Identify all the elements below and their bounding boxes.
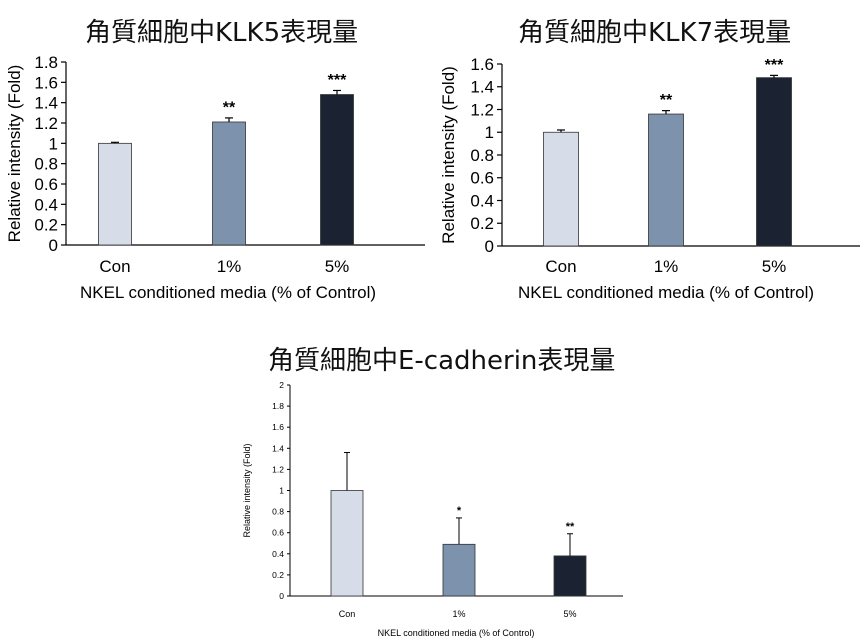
x-tick-label: 5% <box>325 257 350 276</box>
y-tick-label: 1.8 <box>34 53 58 72</box>
y-tick-label: 1.2 <box>470 100 494 119</box>
bar <box>442 543 476 597</box>
x-tick-label: 5% <box>563 609 576 619</box>
y-tick-label: 1.6 <box>34 73 58 92</box>
significance-label: *** <box>765 57 784 74</box>
x-tick-label: Con <box>545 257 576 276</box>
chart-title-klk7: 角質細胞中KLK7表現量 <box>518 18 792 48</box>
bar <box>212 121 246 246</box>
chart-ecadherin: 0 0.2 0.4 0.6 0.8 1 1.2 1.4 1.6 1.8 2 Con * 1% ** 5% NKE… <box>242 380 623 638</box>
y-tick-label: 0.6 <box>34 175 58 194</box>
y-tick-label: 1 <box>485 123 494 142</box>
x-tick-label: Con <box>99 257 130 276</box>
y-tick-label: 0.8 <box>470 146 494 165</box>
x-tick-label: 1% <box>452 609 465 619</box>
bar <box>553 555 587 597</box>
bar <box>320 94 354 246</box>
y-tick-label: 1.6 <box>470 55 494 74</box>
y-tick-label: 0.6 <box>470 169 494 188</box>
y-tick-label: 0 <box>279 591 284 601</box>
y-tick-label: 1.8 <box>272 401 284 411</box>
y-tick-label: 0.4 <box>470 191 494 210</box>
x-tick-label: 1% <box>654 257 679 276</box>
x-tick-label: 5% <box>762 257 787 276</box>
y-tick-label: 2 <box>279 380 284 390</box>
chart-title-klk5: 角質細胞中KLK5表現量 <box>85 18 359 48</box>
x-axis-label: NKEL conditioned media (% of Control) <box>518 283 814 302</box>
y-tick-label: 0.4 <box>34 195 58 214</box>
chart-klk7: 0 0.2 0.4 0.6 0.8 1 1.2 1.4 1.6 Con ** 1% *** 5% NKEL … <box>439 55 860 302</box>
y-tick-label: 1.2 <box>272 464 284 474</box>
significance-label: ** <box>660 92 673 109</box>
bar <box>330 490 364 597</box>
y-tick-label: 0.4 <box>272 549 284 559</box>
y-axis-label: Relative intensity (Fold) <box>5 65 24 243</box>
y-tick-label: 0 <box>49 236 58 255</box>
y-tick-label: 0 <box>485 237 494 256</box>
x-axis-label: NKEL conditioned media (% of Control) <box>80 283 376 302</box>
y-tick-label: 0.2 <box>272 570 284 580</box>
y-tick-label: 0.2 <box>34 216 58 235</box>
bar <box>756 77 792 247</box>
significance-label: * <box>457 505 462 517</box>
y-tick-label: 1.2 <box>34 114 58 133</box>
y-axis-label: Relative intensity (Fold) <box>242 443 252 537</box>
bar <box>648 113 684 247</box>
x-tick-label: 1% <box>217 257 242 276</box>
y-tick-label: 0.2 <box>470 214 494 233</box>
y-tick-label: 1.4 <box>272 443 284 453</box>
y-tick-label: 1.4 <box>470 78 494 97</box>
y-tick-label: 1.6 <box>272 422 284 432</box>
chart-klk5: 00.2 0.40.60.8 11.21.4 1.61.8 Con ** 1% *** 5% NK… <box>5 53 425 302</box>
significance-label: ** <box>566 521 575 533</box>
y-tick-label: 0.8 <box>272 507 284 517</box>
y-tick-label: 0.6 <box>272 528 284 538</box>
x-tick-label: Con <box>339 609 356 619</box>
y-tick-label: 1 <box>279 485 284 495</box>
y-tick-label: 1 <box>49 134 58 153</box>
bar <box>98 142 132 246</box>
significance-label: *** <box>328 72 347 89</box>
bar <box>543 131 579 247</box>
x-axis-label: NKEL conditioned media (% of Control) <box>378 628 535 638</box>
chart-title-ecadherin: 角質細胞中E-cadherin表現量 <box>268 346 616 376</box>
y-axis-label: Relative intensity (Fold) <box>439 66 458 244</box>
y-tick-label: 0.8 <box>34 155 58 174</box>
y-tick-label: 1.4 <box>34 94 58 113</box>
significance-label: ** <box>223 99 236 116</box>
